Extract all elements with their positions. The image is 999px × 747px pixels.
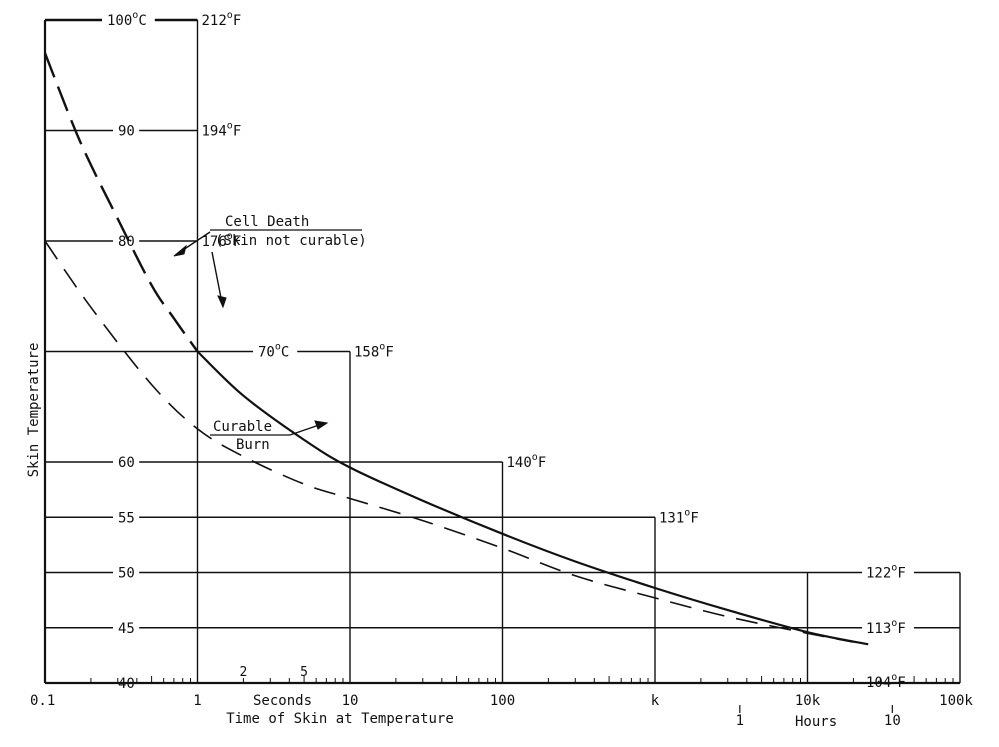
celsius-label-80: 80 bbox=[118, 234, 135, 250]
x-tick-label-1: 1 bbox=[193, 693, 201, 709]
seconds-label: Seconds bbox=[253, 693, 312, 709]
x-tick-label-k: k bbox=[651, 693, 660, 709]
series-layer bbox=[43, 52, 869, 646]
annotation-burn: Burn bbox=[236, 437, 270, 453]
hours-label: Hours bbox=[795, 714, 837, 730]
x-minor-label-5: 5 bbox=[300, 665, 308, 680]
fahrenheit-label-104: 104oF bbox=[866, 672, 906, 691]
temperature-grid bbox=[45, 18, 961, 683]
celsius-label-90: 90 bbox=[118, 124, 135, 140]
annotation-cell-death: Cell Death bbox=[225, 214, 309, 230]
fahrenheit-label-113: 113oF bbox=[866, 618, 906, 637]
x-minor-label-2: 2 bbox=[239, 665, 247, 680]
series-curable-burn bbox=[44, 240, 854, 643]
curable-arrow bbox=[314, 420, 329, 430]
y-axis-label: Skin Temperature bbox=[26, 343, 42, 478]
x-tick-label-100k: 100k bbox=[939, 693, 973, 709]
fahrenheit-label-122: 122oF bbox=[866, 563, 906, 582]
x-tick-label-0.1: 0.1 bbox=[30, 693, 55, 709]
hour-tick-label-10: 10 bbox=[884, 713, 901, 729]
celsius-label-70: 70oC bbox=[258, 342, 289, 361]
fahrenheit-label-140: 140oF bbox=[507, 452, 547, 471]
celsius-label-50: 50 bbox=[118, 566, 135, 582]
x-axis-label: Time of Skin at Temperature bbox=[226, 711, 454, 727]
celsius-label-55: 55 bbox=[118, 510, 135, 526]
label-layer: 100oC 212oF 90 194oF 80 176oF 70oC 158oF 60 140oF… bbox=[30, 10, 973, 729]
hour-tick-label-1: 1 bbox=[736, 713, 744, 729]
celsius-label-100: 100oC bbox=[107, 10, 147, 29]
annotation-curable: Curable bbox=[213, 419, 272, 435]
fahrenheit-label-194: 194oF bbox=[202, 121, 242, 140]
fahrenheit-label-176: 176oF bbox=[202, 231, 242, 250]
cell-death-leader-2 bbox=[211, 251, 223, 304]
series-cell-death bbox=[196, 350, 869, 646]
x-tick-label-100: 100 bbox=[490, 693, 515, 709]
cell-death-arrow-2 bbox=[217, 295, 227, 309]
celsius-label-40: 40 bbox=[118, 676, 135, 692]
cell-death-arrow-1 bbox=[173, 244, 187, 257]
x-tick-label-10k: 10k bbox=[795, 693, 821, 709]
x-tick-label-10: 10 bbox=[342, 693, 359, 709]
fahrenheit-label-131: 131oF bbox=[659, 507, 699, 526]
celsius-label-60: 60 bbox=[118, 455, 135, 471]
fahrenheit-label-212: 212oF bbox=[202, 10, 242, 29]
celsius-label-45: 45 bbox=[118, 621, 135, 637]
fahrenheit-label-158: 158oF bbox=[354, 342, 394, 361]
series-cell-death-dashed bbox=[43, 52, 199, 353]
annotation-skin-not-curable: (Skin not curable) bbox=[215, 233, 367, 249]
